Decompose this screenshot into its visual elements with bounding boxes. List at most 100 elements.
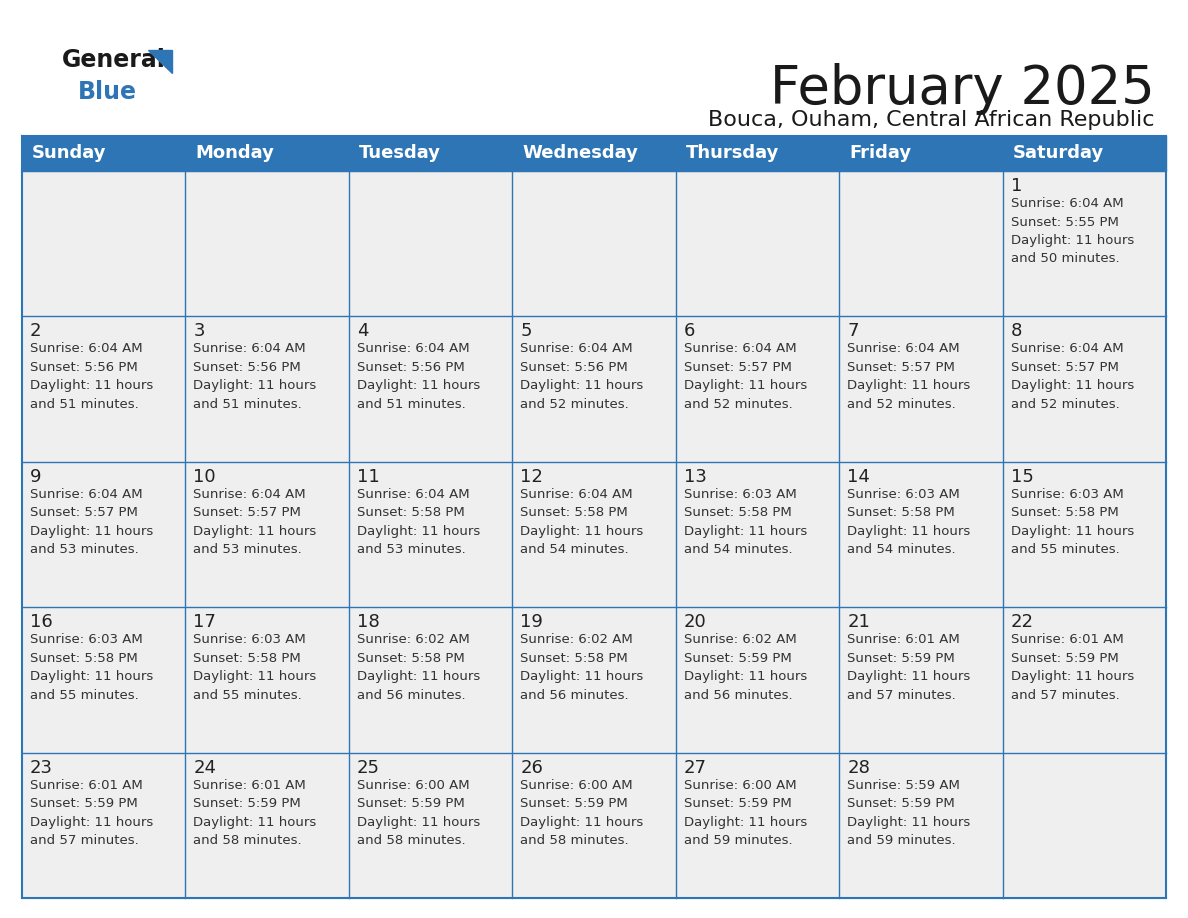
Bar (676, 171, 839, 317)
Text: Sunset: 5:56 PM: Sunset: 5:56 PM (30, 361, 138, 374)
Text: Sunrise: 6:04 AM: Sunrise: 6:04 AM (1011, 342, 1123, 355)
Text: Daylight: 11 hours: Daylight: 11 hours (194, 525, 317, 538)
Text: Daylight: 11 hours: Daylight: 11 hours (1011, 379, 1133, 392)
Bar (23, 753, 185, 898)
Text: and 51 minutes.: and 51 minutes. (356, 397, 466, 411)
Text: Sunset: 5:58 PM: Sunset: 5:58 PM (30, 652, 138, 665)
Text: Sunset: 5:58 PM: Sunset: 5:58 PM (520, 652, 628, 665)
Text: February 2025: February 2025 (770, 63, 1155, 115)
Text: Sunset: 5:59 PM: Sunset: 5:59 PM (847, 652, 955, 665)
Bar (512, 753, 676, 898)
Text: and 57 minutes.: and 57 minutes. (847, 688, 956, 701)
Bar (23, 317, 185, 462)
Text: Sunset: 5:59 PM: Sunset: 5:59 PM (356, 797, 465, 810)
Bar (1003, 462, 1165, 607)
Text: Daylight: 11 hours: Daylight: 11 hours (847, 815, 971, 829)
Text: Sunrise: 6:01 AM: Sunrise: 6:01 AM (847, 633, 960, 646)
Text: and 51 minutes.: and 51 minutes. (194, 397, 302, 411)
Text: 20: 20 (684, 613, 707, 632)
Text: 9: 9 (30, 468, 42, 486)
Text: and 52 minutes.: and 52 minutes. (684, 397, 792, 411)
Bar (23, 171, 185, 317)
Bar (1003, 171, 1165, 317)
Text: 25: 25 (356, 758, 380, 777)
Bar (676, 607, 839, 753)
Text: Sunset: 5:59 PM: Sunset: 5:59 PM (520, 797, 628, 810)
Bar (676, 753, 839, 898)
Text: Daylight: 11 hours: Daylight: 11 hours (194, 815, 317, 829)
Text: Bouca, Ouham, Central African Republic: Bouca, Ouham, Central African Republic (708, 110, 1155, 130)
Text: and 53 minutes.: and 53 minutes. (194, 543, 302, 556)
Text: 13: 13 (684, 468, 707, 486)
Text: and 59 minutes.: and 59 minutes. (684, 834, 792, 847)
Text: Sunset: 5:56 PM: Sunset: 5:56 PM (194, 361, 302, 374)
Text: Daylight: 11 hours: Daylight: 11 hours (684, 379, 807, 392)
Text: 23: 23 (30, 758, 53, 777)
Text: Daylight: 11 hours: Daylight: 11 hours (1011, 525, 1133, 538)
Text: Sunrise: 6:04 AM: Sunrise: 6:04 AM (520, 342, 633, 355)
Text: Sunrise: 6:04 AM: Sunrise: 6:04 AM (520, 487, 633, 501)
Bar (1003, 317, 1165, 462)
Text: Sunrise: 6:00 AM: Sunrise: 6:00 AM (356, 778, 469, 791)
Text: Sunrise: 6:04 AM: Sunrise: 6:04 AM (30, 342, 143, 355)
Text: Sunrise: 6:04 AM: Sunrise: 6:04 AM (356, 487, 469, 501)
Text: Sunset: 5:55 PM: Sunset: 5:55 PM (1011, 216, 1118, 229)
Text: Sunrise: 6:01 AM: Sunrise: 6:01 AM (1011, 633, 1124, 646)
Text: Daylight: 11 hours: Daylight: 11 hours (356, 815, 480, 829)
Text: Sunset: 5:58 PM: Sunset: 5:58 PM (520, 507, 628, 520)
Text: Sunset: 5:58 PM: Sunset: 5:58 PM (194, 652, 302, 665)
Text: Sunset: 5:58 PM: Sunset: 5:58 PM (356, 652, 465, 665)
Text: 12: 12 (520, 468, 543, 486)
Bar (839, 171, 1003, 317)
Text: 2: 2 (30, 322, 42, 341)
Text: Daylight: 11 hours: Daylight: 11 hours (30, 670, 153, 683)
Text: 17: 17 (194, 613, 216, 632)
Text: Daylight: 11 hours: Daylight: 11 hours (356, 525, 480, 538)
Text: Sunset: 5:57 PM: Sunset: 5:57 PM (684, 361, 791, 374)
Bar (185, 171, 349, 317)
Text: Sunset: 5:59 PM: Sunset: 5:59 PM (684, 797, 791, 810)
Text: Sunset: 5:57 PM: Sunset: 5:57 PM (30, 507, 138, 520)
Bar (185, 607, 349, 753)
Text: Sunrise: 6:04 AM: Sunrise: 6:04 AM (847, 342, 960, 355)
Bar (512, 462, 676, 607)
Text: Daylight: 11 hours: Daylight: 11 hours (30, 379, 153, 392)
Text: 27: 27 (684, 758, 707, 777)
Text: and 52 minutes.: and 52 minutes. (520, 397, 628, 411)
Text: Sunset: 5:59 PM: Sunset: 5:59 PM (194, 797, 302, 810)
Bar (349, 607, 512, 753)
Text: Daylight: 11 hours: Daylight: 11 hours (356, 670, 480, 683)
Text: 4: 4 (356, 322, 368, 341)
Text: Sunrise: 5:59 AM: Sunrise: 5:59 AM (847, 778, 960, 791)
Text: 3: 3 (194, 322, 204, 341)
Text: 1: 1 (1011, 177, 1022, 195)
Bar (839, 753, 1003, 898)
Text: Monday: Monday (196, 144, 274, 162)
Text: 24: 24 (194, 758, 216, 777)
Text: Sunset: 5:57 PM: Sunset: 5:57 PM (194, 507, 302, 520)
Text: and 55 minutes.: and 55 minutes. (1011, 543, 1119, 556)
Bar (512, 171, 676, 317)
Text: and 56 minutes.: and 56 minutes. (520, 688, 628, 701)
Text: 26: 26 (520, 758, 543, 777)
Text: Sunrise: 6:02 AM: Sunrise: 6:02 AM (356, 633, 469, 646)
Text: and 59 minutes.: and 59 minutes. (847, 834, 956, 847)
Text: Sunset: 5:58 PM: Sunset: 5:58 PM (684, 507, 791, 520)
Text: Sunrise: 6:03 AM: Sunrise: 6:03 AM (684, 487, 796, 501)
Text: Daylight: 11 hours: Daylight: 11 hours (520, 379, 644, 392)
Text: 19: 19 (520, 613, 543, 632)
Text: and 51 minutes.: and 51 minutes. (30, 397, 139, 411)
Text: Daylight: 11 hours: Daylight: 11 hours (684, 815, 807, 829)
Text: and 54 minutes.: and 54 minutes. (520, 543, 628, 556)
Text: Daylight: 11 hours: Daylight: 11 hours (1011, 234, 1133, 247)
Text: 6: 6 (684, 322, 695, 341)
Text: Sunset: 5:58 PM: Sunset: 5:58 PM (356, 507, 465, 520)
Text: and 52 minutes.: and 52 minutes. (847, 397, 956, 411)
Text: Sunset: 5:57 PM: Sunset: 5:57 PM (1011, 361, 1118, 374)
Text: Sunrise: 6:04 AM: Sunrise: 6:04 AM (194, 342, 307, 355)
Text: and 57 minutes.: and 57 minutes. (1011, 688, 1119, 701)
Text: Sunrise: 6:00 AM: Sunrise: 6:00 AM (520, 778, 633, 791)
Text: and 52 minutes.: and 52 minutes. (1011, 397, 1119, 411)
Text: Friday: Friday (849, 144, 911, 162)
Text: Daylight: 11 hours: Daylight: 11 hours (684, 670, 807, 683)
